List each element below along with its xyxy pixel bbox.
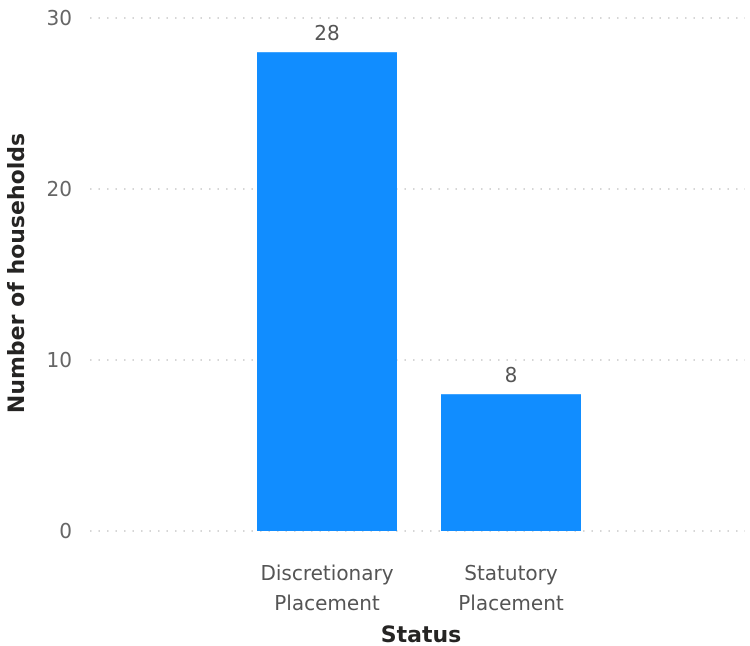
bar (257, 52, 397, 531)
x-category-label: Discretionary Placement (260, 561, 393, 615)
gridlines (90, 17, 745, 532)
y-tick-label: 30 (47, 6, 72, 30)
bars (257, 52, 581, 531)
bar (441, 394, 581, 531)
x-category-line: Placement (274, 591, 380, 615)
x-category-line: Discretionary (260, 561, 393, 585)
y-axis-ticks: 0 10 20 30 (47, 6, 72, 543)
x-axis-categories: Discretionary Placement Statutory Placement (260, 561, 563, 615)
x-axis-title: Status (381, 623, 461, 646)
y-tick-label: 0 (59, 519, 72, 543)
y-tick-label: 10 (47, 348, 72, 372)
data-label: 8 (505, 363, 518, 387)
y-tick-label: 20 (47, 177, 72, 201)
x-category-line: Statutory (464, 561, 558, 585)
data-labels: 28 8 (314, 21, 517, 387)
x-category-line: Placement (458, 591, 564, 615)
data-label: 28 (314, 21, 339, 45)
x-category-label: Statutory Placement (458, 561, 564, 615)
y-axis-title: Number of households (5, 133, 30, 413)
